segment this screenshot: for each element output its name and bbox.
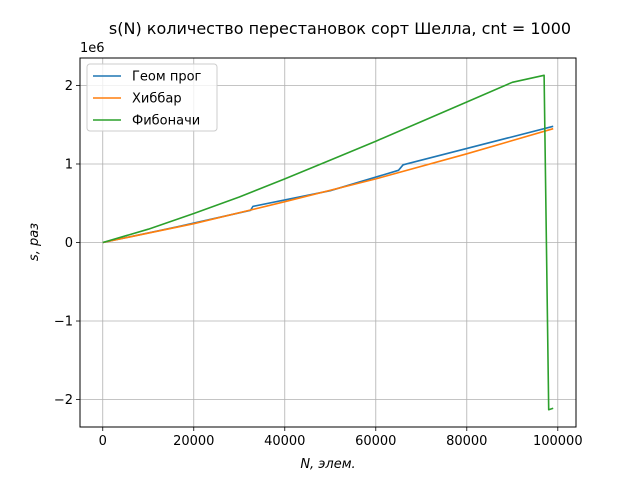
plot-series bbox=[102, 74, 554, 411]
y-tick-label: −1 bbox=[54, 315, 73, 330]
legend-label: Фибоначи bbox=[132, 114, 200, 129]
y-tick-label: 2 bbox=[65, 79, 73, 94]
x-tick-label: 100000 bbox=[533, 434, 583, 449]
x-axis-ticks: 0 20000 40000 60000 80000 100000 bbox=[99, 427, 583, 449]
legend-label: Геом прог bbox=[132, 70, 202, 85]
x-tick-label: 60000 bbox=[355, 434, 396, 449]
y-tick-label: −2 bbox=[54, 393, 73, 408]
y-axis-label: s, раз bbox=[27, 223, 42, 261]
x-tick-label: 40000 bbox=[264, 434, 305, 449]
legend-label: Хиббар bbox=[132, 92, 182, 107]
y-tick-label: 0 bbox=[65, 236, 73, 251]
series-line bbox=[102, 125, 554, 244]
x-axis-label: N, элем. bbox=[300, 457, 355, 472]
x-tick-label: 80000 bbox=[446, 434, 487, 449]
y-axis-ticks: −2 −1 0 1 2 bbox=[54, 79, 80, 408]
y-offset-label: 1e6 bbox=[80, 41, 105, 56]
chart-title: s(N) количество перестановок сорт Шелла,… bbox=[109, 19, 571, 38]
legend: Геом прог Хиббар Фибоначи bbox=[86, 63, 218, 132]
y-tick-label: 1 bbox=[65, 157, 73, 172]
x-tick-label: 20000 bbox=[173, 434, 214, 449]
series-line bbox=[102, 74, 554, 411]
x-tick-label: 0 bbox=[99, 434, 107, 449]
legend-box bbox=[86, 63, 218, 132]
series-line bbox=[102, 127, 554, 244]
